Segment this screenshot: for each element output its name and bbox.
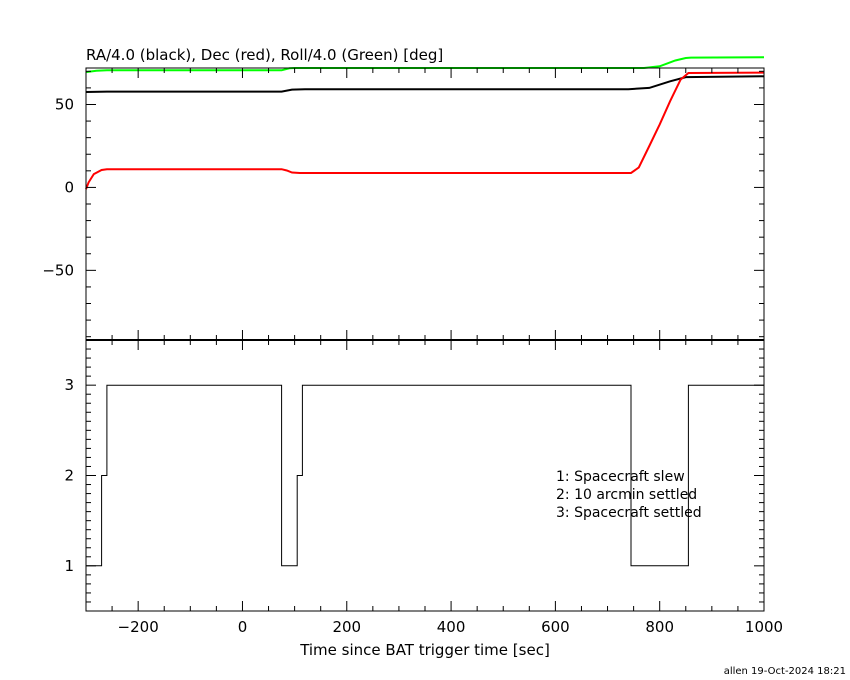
status-step-line-0 — [86, 384, 764, 567]
attitude-plot-frame — [85, 67, 765, 341]
x-axis-label: Time since BAT trigger time [sec] — [299, 641, 550, 659]
series-line-0 — [85, 75, 765, 93]
time-x-tick-labels: −200 0 200 400 600 800 1000 — [118, 618, 784, 636]
x-tick-label: 800 — [645, 618, 674, 636]
attitude-y-tick-labels: −50 0 50 — [42, 95, 74, 279]
legend-entry-10arcmin: 2: 10 arcmin settled — [556, 487, 697, 503]
top-y-tick-label: 50 — [55, 95, 74, 113]
footer-timestamp: allen 19-Oct-2024 18:21 — [724, 666, 846, 677]
status-series-group — [86, 384, 764, 567]
chart-title: RA/4.0 (black), Dec (red), Roll/4.0 (Gre… — [86, 46, 443, 64]
legend-entry-settled: 3: Spacecraft settled — [556, 505, 702, 521]
x-tick-label: 1000 — [745, 618, 783, 636]
status-legend: 1: Spacecraft slew 2: 10 arcmin settled … — [556, 469, 702, 521]
bottom-y-tick-label: 3 — [64, 376, 74, 394]
x-tick-label: 600 — [541, 618, 570, 636]
series-line-1 — [85, 71, 765, 190]
x-tick-label: −200 — [118, 618, 159, 636]
bottom-y-tick-label: 2 — [64, 467, 74, 485]
x-tick-label: 400 — [437, 618, 466, 636]
x-tick-label: 0 — [238, 618, 248, 636]
top-y-tick-label: −50 — [42, 261, 74, 279]
status-y-tick-labels: 1 2 3 — [64, 376, 74, 575]
legend-entry-slew: 1: Spacecraft slew — [556, 469, 685, 485]
top-y-tick-label: 0 — [64, 178, 74, 196]
attitude-panel: RA/4.0 (black), Dec (red), Roll/4.0 (Gre… — [42, 46, 765, 341]
status-panel: 1 2 3 −200 0 200 400 600 800 1000 1: Spacecraft … — [64, 339, 784, 659]
bottom-y-tick-label: 1 — [64, 557, 74, 575]
attitude-ticks — [85, 68, 765, 340]
attitude-series-group — [85, 56, 765, 190]
x-tick-label: 200 — [332, 618, 361, 636]
